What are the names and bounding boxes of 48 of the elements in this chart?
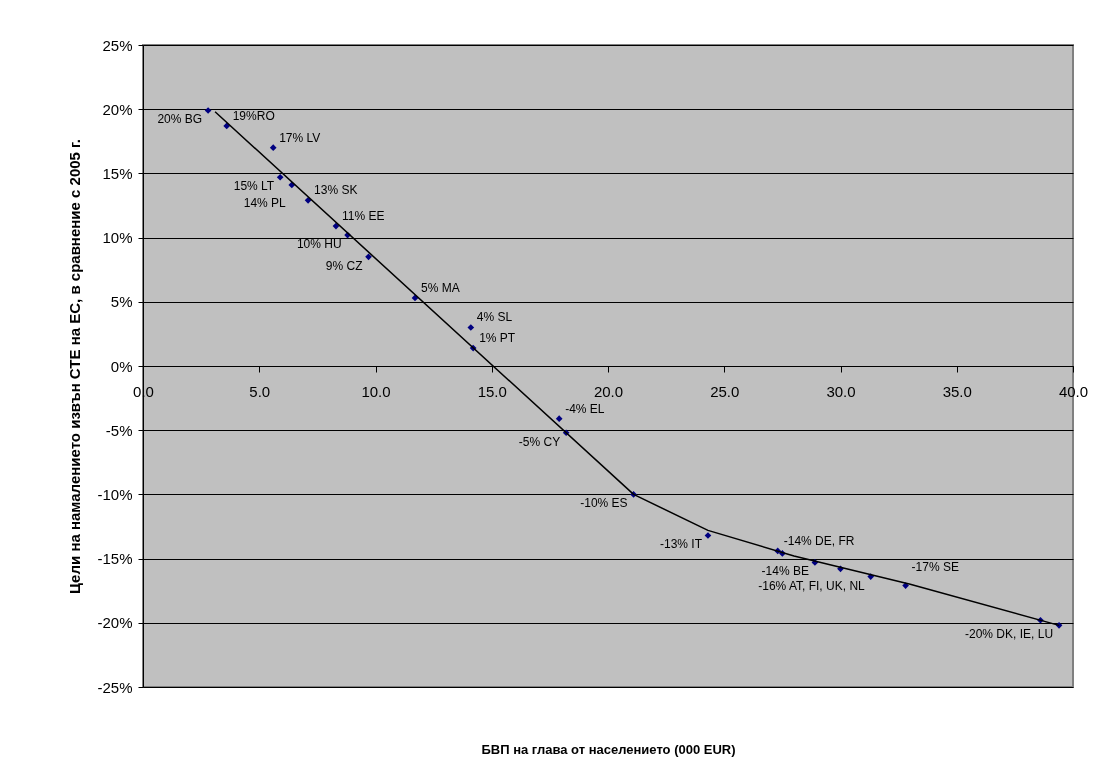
- y-tick-label: -10%: [97, 485, 133, 503]
- x-tick-label: 30.0: [826, 382, 856, 400]
- y-tick-label: -15%: [97, 550, 133, 568]
- annotation: -4% EL: [565, 401, 605, 416]
- x-tick-label: 5.0: [249, 382, 271, 400]
- y-tick-label: 0%: [110, 357, 133, 375]
- annotation: 14% PL: [243, 195, 287, 210]
- annotation: 1% PT: [479, 331, 516, 346]
- y-tick-label: 15%: [102, 164, 133, 182]
- annotation: -16% AT, FI, UK, NL: [758, 578, 866, 593]
- y-tick-label: -5%: [105, 421, 133, 439]
- annotation: 9% CZ: [325, 258, 363, 273]
- annotation: -20% DK, IE, LU: [965, 627, 1054, 642]
- annotation: 20% BG: [157, 112, 203, 127]
- annotation: 5% MA: [421, 280, 460, 295]
- annotation: -14% BE: [761, 564, 809, 579]
- y-tick-label: -20%: [97, 614, 133, 632]
- x-tick-label: 25.0: [710, 382, 740, 400]
- annotation: -5% CY: [518, 434, 561, 449]
- y-tick-label: 25%: [102, 36, 133, 54]
- annotation: -17% SE: [911, 559, 959, 574]
- annotation: 4% SL: [476, 310, 513, 325]
- x-tick-label: 15.0: [477, 382, 507, 400]
- annotation: -13% IT: [659, 537, 703, 552]
- point: [365, 253, 372, 261]
- x-tick-label: 20.0: [593, 382, 624, 400]
- point: [555, 415, 563, 422]
- annotation: -14% DE, FR: [783, 533, 855, 548]
- y-tick-label: 10%: [102, 229, 133, 247]
- x-tick-label: 40.0: [1058, 382, 1089, 400]
- annotation: 17% LV: [279, 130, 321, 145]
- annotation: 10% HU: [296, 237, 342, 252]
- annotation: 15% LT: [233, 179, 275, 194]
- annotation: 11% EE: [341, 209, 385, 224]
- x-tick-label: 10.0: [361, 382, 391, 400]
- y-tick-label: -25%: [97, 678, 133, 696]
- x-tick-label: 35.0: [942, 382, 972, 400]
- y-axis-title: Цели на намалението извън СТЕ на ЕС, в сравнение с 2005 г.: [66, 138, 84, 595]
- annotation: 19%RO: [232, 108, 275, 123]
- point: [276, 173, 284, 181]
- point: [467, 324, 475, 331]
- x-axis-title: БВП на глава от населението (000 EUR): [481, 741, 736, 757]
- y-tick-label: 20%: [102, 100, 133, 118]
- point: [269, 144, 277, 152]
- point: [332, 222, 340, 230]
- annotation: -10% ES: [580, 496, 628, 511]
- annotation: 13% SK: [314, 183, 358, 198]
- y-tick-label: 5%: [110, 293, 133, 311]
